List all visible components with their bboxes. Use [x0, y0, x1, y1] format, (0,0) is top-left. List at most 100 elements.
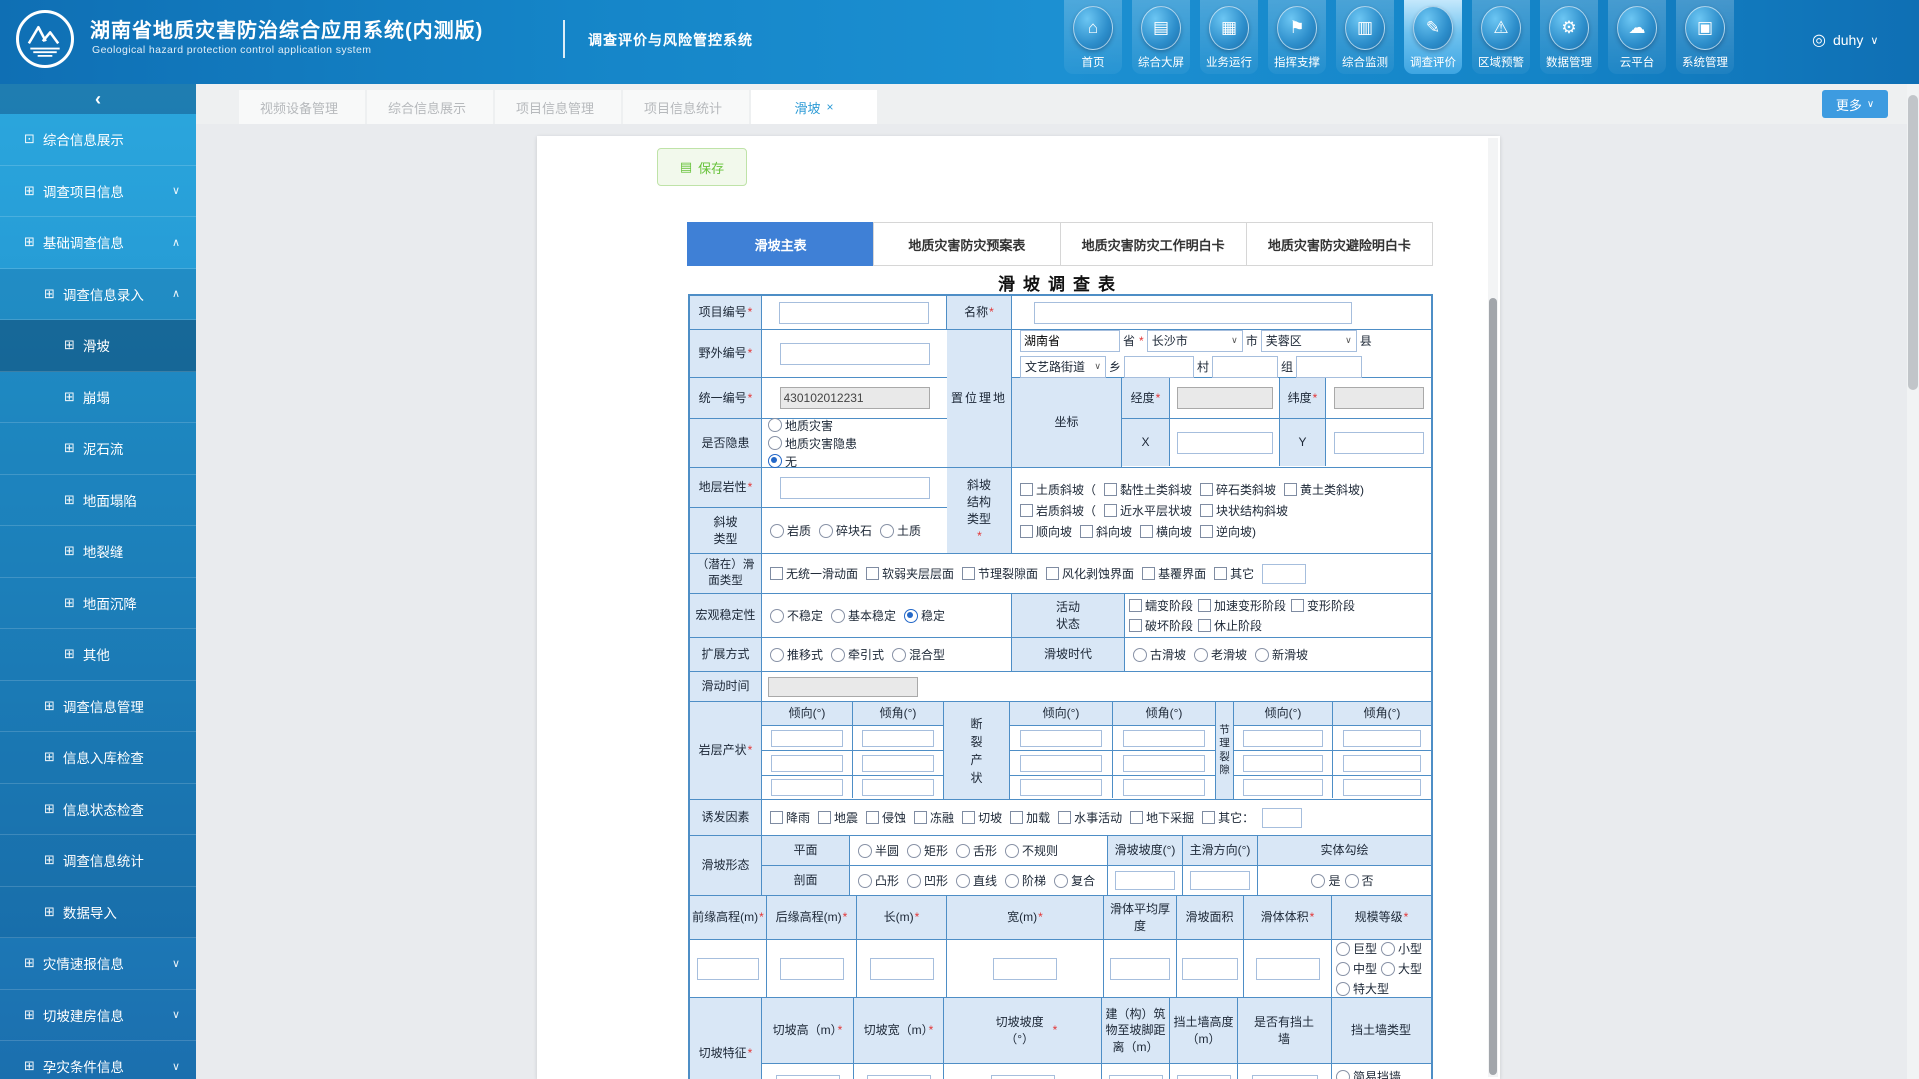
- page-scrollbar-thumb[interactable]: [1908, 95, 1918, 390]
- trigger-option[interactable]: 地震: [818, 809, 858, 826]
- nav-item[interactable]: ▤ 综合大屏: [1132, 0, 1190, 74]
- fracture-dip-dir-input[interactable]: [1020, 778, 1102, 796]
- scale-option[interactable]: 特大型: [1336, 980, 1389, 997]
- era-option[interactable]: 老滑坡: [1194, 646, 1247, 663]
- open-tab[interactable]: 综合信息展示: [367, 90, 493, 124]
- fracture-dip-angle-input[interactable]: [1123, 778, 1205, 796]
- activity-option[interactable]: 变形阶段: [1291, 597, 1355, 614]
- sidebar-item[interactable]: ⊞ 调查信息管理: [0, 680, 196, 732]
- open-tab[interactable]: 视频设备管理: [239, 90, 365, 124]
- avg-thickness-input[interactable]: [1110, 957, 1170, 980]
- era-option[interactable]: 古滑坡: [1133, 646, 1186, 663]
- slip-surface-option[interactable]: 其它: [1214, 565, 1254, 582]
- joint-dip-dir-input[interactable]: [1243, 778, 1323, 796]
- slope-structure-option[interactable]: 黄土类斜坡): [1284, 481, 1364, 498]
- plane-option[interactable]: 不规则: [1005, 842, 1058, 859]
- town-select[interactable]: 文艺路街道 ∨: [1020, 355, 1106, 378]
- volume-input[interactable]: [1255, 957, 1320, 980]
- era-option[interactable]: 新滑坡: [1255, 646, 1308, 663]
- slip-surface-option[interactable]: 基覆界面: [1142, 565, 1206, 582]
- main-dir-input[interactable]: [1190, 871, 1250, 890]
- joint-dip-angle-input[interactable]: [1343, 729, 1421, 747]
- plane-option[interactable]: 半圆: [858, 842, 899, 859]
- more-button[interactable]: 更多 ∨: [1822, 90, 1888, 118]
- slip-surface-option[interactable]: 无统一滑动面: [770, 565, 858, 582]
- sidebar-item[interactable]: ⊞ 灾情速报信息 ∨: [0, 938, 196, 990]
- slope-structure-option[interactable]: 逆向坡): [1200, 523, 1256, 540]
- field-no-input[interactable]: [779, 342, 930, 365]
- slope-structure-option[interactable]: 斜向坡: [1080, 523, 1132, 540]
- province-input[interactable]: [1020, 329, 1120, 352]
- scale-option[interactable]: 巨型: [1336, 940, 1377, 957]
- form-tab[interactable]: 地质灾害防灾工作明白卡: [1059, 222, 1247, 266]
- joint-dip-angle-input[interactable]: [1343, 778, 1421, 796]
- trigger-option[interactable]: 切坡: [962, 809, 1002, 826]
- trigger-other-input[interactable]: [1262, 807, 1303, 828]
- hidden-danger-option[interactable]: 地质灾害隐患: [768, 435, 857, 452]
- strata-dip-angle-input[interactable]: [862, 729, 934, 747]
- city-select[interactable]: 长沙市 ∨: [1146, 329, 1243, 352]
- stability-option[interactable]: 稳定: [904, 607, 945, 624]
- strata-dip-angle-input[interactable]: [862, 754, 934, 772]
- nav-item[interactable]: ⚠ 区域预警: [1472, 0, 1530, 74]
- panel-scrollbar[interactable]: [1488, 138, 1498, 1077]
- sidebar-item[interactable]: ⊞ 孕灾条件信息 ∨: [0, 1041, 196, 1079]
- page-scrollbar[interactable]: [1907, 84, 1919, 1079]
- sidebar-item[interactable]: ⊞ 地面沉降: [0, 577, 196, 629]
- sidebar-item[interactable]: ⊞ 基础调查信息 ∧: [0, 217, 196, 269]
- slope-structure-option[interactable]: 碎石类斜坡: [1200, 481, 1276, 498]
- nav-item[interactable]: ▣ 系统管理: [1676, 0, 1734, 74]
- sidebar-item[interactable]: ⊞ 调查信息统计: [0, 835, 196, 887]
- save-button[interactable]: ▤ 保存: [657, 148, 747, 186]
- entity-option[interactable]: 否: [1344, 872, 1374, 889]
- slip-other-input[interactable]: [1262, 563, 1307, 584]
- slope-structure-option[interactable]: 黏性土类斜坡: [1104, 481, 1192, 498]
- slope-type-option[interactable]: 岩质: [770, 522, 811, 539]
- sidebar-item[interactable]: ⊞ 地裂缝: [0, 526, 196, 578]
- trigger-option[interactable]: 冻融: [914, 809, 954, 826]
- slip-surface-option[interactable]: 软弱夹层层面: [866, 565, 954, 582]
- entity-option[interactable]: 是: [1311, 872, 1341, 889]
- slope-deg-input[interactable]: [1115, 871, 1175, 890]
- panel-scrollbar-thumb[interactable]: [1489, 298, 1497, 1075]
- expansion-option[interactable]: 推移式: [770, 646, 823, 663]
- joint-dip-angle-input[interactable]: [1343, 754, 1421, 772]
- strata-dip-dir-input[interactable]: [771, 778, 843, 796]
- sidebar-item[interactable]: ⊞ 泥石流: [0, 423, 196, 475]
- nav-item[interactable]: ✎ 调查评价: [1404, 0, 1462, 74]
- rear-elev-input[interactable]: [779, 957, 844, 980]
- slope-structure-option[interactable]: 块状结构斜坡: [1200, 502, 1288, 519]
- nav-item[interactable]: ⚙ 数据管理: [1540, 0, 1598, 74]
- slope-structure-option[interactable]: 土质斜坡（: [1020, 481, 1096, 498]
- trigger-option[interactable]: 降雨: [770, 809, 810, 826]
- fracture-dip-angle-input[interactable]: [1123, 729, 1205, 747]
- hidden-danger-option[interactable]: 无: [768, 453, 857, 470]
- sidebar-item[interactable]: ⊡ 综合信息展示: [0, 114, 196, 166]
- scale-option[interactable]: 小型: [1381, 940, 1422, 957]
- sidebar-item[interactable]: ⊞ 崩塌: [0, 371, 196, 423]
- slope-structure-option[interactable]: 横向坡: [1140, 523, 1192, 540]
- trigger-option[interactable]: 水事活动: [1058, 809, 1122, 826]
- profile-option[interactable]: 直线: [956, 872, 997, 889]
- project-no-input[interactable]: [779, 301, 929, 324]
- sidebar-item[interactable]: ⊞ 切坡建房信息 ∨: [0, 990, 196, 1041]
- slope-structure-option[interactable]: 近水平层状坡: [1104, 502, 1192, 519]
- profile-option[interactable]: 复合: [1054, 872, 1095, 889]
- joint-dip-dir-input[interactable]: [1243, 729, 1323, 747]
- strata-dip-dir-input[interactable]: [771, 729, 843, 747]
- profile-option[interactable]: 凸形: [858, 872, 899, 889]
- stability-option[interactable]: 基本稳定: [831, 607, 896, 624]
- nav-item[interactable]: ☁ 云平台: [1608, 0, 1666, 74]
- y-input[interactable]: [1333, 431, 1424, 454]
- trigger-option[interactable]: 加载: [1010, 809, 1050, 826]
- sidebar-item[interactable]: ⊞ 调查信息录入 ∧: [0, 268, 196, 320]
- expansion-option[interactable]: 混合型: [892, 646, 945, 663]
- form-tab[interactable]: 地质灾害防灾预案表: [873, 222, 1061, 266]
- profile-option[interactable]: 阶梯: [1005, 872, 1046, 889]
- open-tab[interactable]: 项目信息统计: [623, 90, 749, 124]
- form-tab[interactable]: 地质灾害防灾避险明白卡: [1245, 222, 1433, 266]
- open-tab[interactable]: 项目信息管理: [495, 90, 621, 124]
- fracture-dip-dir-input[interactable]: [1020, 754, 1102, 772]
- width-input[interactable]: [993, 957, 1057, 980]
- slip-surface-option[interactable]: 风化剥蚀界面: [1046, 565, 1134, 582]
